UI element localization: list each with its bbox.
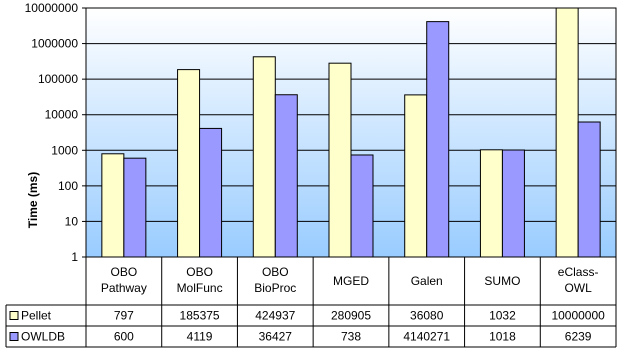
bar-pellet xyxy=(328,62,352,258)
data-label: 738 xyxy=(341,330,361,344)
bar-owldb xyxy=(350,154,374,258)
y-tick-label: 1000 xyxy=(51,143,78,157)
data-label: 4140271 xyxy=(403,330,450,344)
y-axis: 1 10 100 1000 10000 100000 1000000 10000000 xyxy=(25,1,86,264)
data-table: OBO Pathway OBO MolFunc OBO BioProc MGED Galen S… xyxy=(5,256,617,348)
bars xyxy=(101,7,601,258)
legend-label: Pellet xyxy=(21,309,52,323)
data-label: 36427 xyxy=(259,330,293,344)
y-tick-label: 1000000 xyxy=(31,37,78,51)
y-tick-label: 1 xyxy=(71,250,78,264)
x-category-label: SUMO xyxy=(484,274,520,288)
bar-owldb xyxy=(123,157,147,258)
y-tick-label: 10000000 xyxy=(25,1,79,15)
legend-key-pellet xyxy=(9,311,19,320)
x-category-label: MolFunc xyxy=(177,281,223,295)
bar-pellet xyxy=(404,94,428,258)
x-category-label: BioProc xyxy=(254,281,296,295)
bar-owldb xyxy=(501,149,525,258)
x-category-label: Galen xyxy=(411,274,443,288)
bar-pellet xyxy=(177,69,201,258)
bar-owldb xyxy=(274,94,298,258)
x-category-label: OWL xyxy=(564,281,592,295)
data-label: 6239 xyxy=(565,330,592,344)
bar-owldb xyxy=(199,127,223,258)
data-label: 424937 xyxy=(255,309,295,323)
y-tick-label: 10 xyxy=(65,214,79,228)
y-axis-label: Time (ms) xyxy=(26,172,40,228)
data-label: 36080 xyxy=(410,309,444,323)
y-tick-label: 100000 xyxy=(38,72,78,86)
data-label: 797 xyxy=(114,309,134,323)
data-label: 10000000 xyxy=(551,309,605,323)
y-tick-label: 100 xyxy=(58,179,78,193)
data-label: 4119 xyxy=(187,330,213,344)
x-category-label: OBO xyxy=(186,265,213,279)
data-label: 185375 xyxy=(180,309,220,323)
x-category-label: eClass- xyxy=(558,265,599,279)
bar-pellet xyxy=(101,153,125,258)
legend-key-owldb xyxy=(9,332,19,341)
bar-pellet xyxy=(479,149,503,258)
data-label: 1018 xyxy=(489,330,516,344)
bar-owldb xyxy=(577,121,601,258)
x-category-label: Pathway xyxy=(101,281,147,295)
data-label: 600 xyxy=(114,330,134,344)
bar-owldb xyxy=(426,21,450,258)
bar-pellet xyxy=(555,7,579,258)
legend-label: OWLDB xyxy=(21,330,65,344)
x-category-label: OBO xyxy=(111,265,138,279)
data-label: 1032 xyxy=(489,309,516,323)
y-tick-label: 10000 xyxy=(45,108,79,122)
bar-pellet xyxy=(252,56,276,258)
x-category-label: MGED xyxy=(333,274,369,288)
x-category-label: OBO xyxy=(262,265,289,279)
data-label: 280905 xyxy=(331,309,371,323)
